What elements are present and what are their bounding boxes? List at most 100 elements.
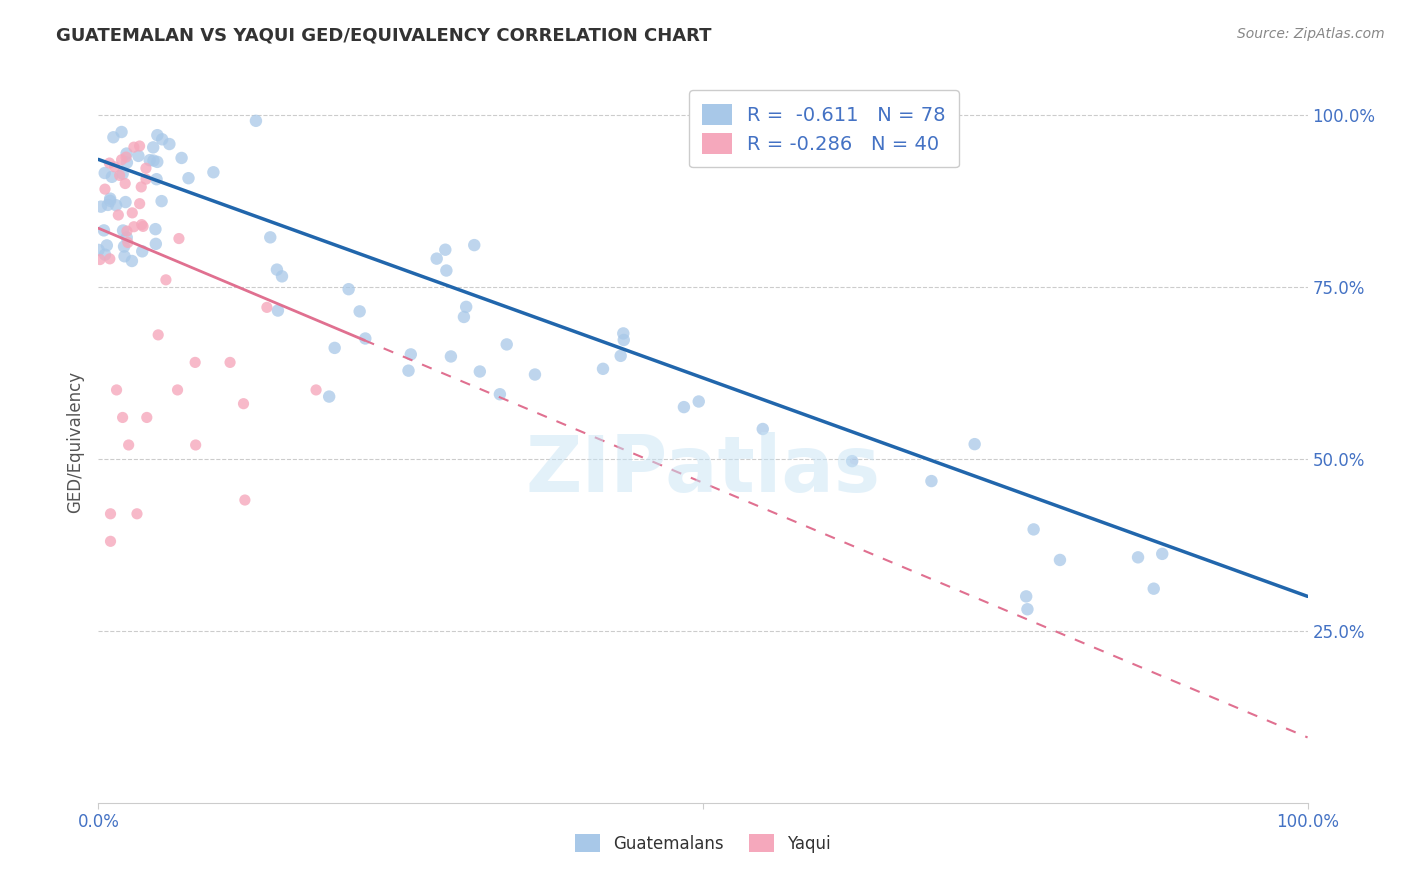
- Point: [98, 194, 121, 208]
- Point: [259, 230, 281, 244]
- Point: [453, 310, 475, 324]
- Point: [122, 140, 145, 154]
- Point: [920, 474, 942, 488]
- Point: [323, 341, 346, 355]
- Point: [105, 383, 128, 397]
- Point: [142, 153, 165, 168]
- Point: [1015, 590, 1038, 604]
- Point: [688, 394, 710, 409]
- Point: [115, 230, 138, 244]
- Point: [609, 349, 631, 363]
- Point: [354, 331, 377, 345]
- Point: [1017, 602, 1039, 616]
- Text: Source: ZipAtlas.com: Source: ZipAtlas.com: [1237, 27, 1385, 41]
- Point: [202, 165, 225, 179]
- Point: [219, 355, 242, 369]
- Point: [495, 337, 517, 351]
- Point: [489, 387, 512, 401]
- Point: [170, 151, 193, 165]
- Point: [177, 171, 200, 186]
- Point: [463, 238, 485, 252]
- Point: [167, 231, 190, 245]
- Point: [96, 238, 118, 252]
- Point: [135, 172, 157, 186]
- Point: [318, 390, 340, 404]
- Point: [98, 192, 121, 206]
- Point: [112, 239, 135, 253]
- Point: [93, 223, 115, 237]
- Text: ZIPatlas: ZIPatlas: [526, 433, 880, 508]
- Point: [1126, 550, 1149, 565]
- Point: [128, 139, 150, 153]
- Point: [398, 364, 420, 378]
- Y-axis label: GED/Equivalency: GED/Equivalency: [66, 370, 84, 513]
- Point: [114, 249, 136, 263]
- Point: [115, 150, 138, 164]
- Point: [305, 383, 328, 397]
- Point: [841, 454, 863, 468]
- Point: [1022, 522, 1045, 536]
- Point: [1143, 582, 1166, 596]
- Point: [135, 410, 157, 425]
- Point: [132, 219, 155, 234]
- Point: [166, 383, 188, 397]
- Point: [349, 304, 371, 318]
- Point: [267, 303, 290, 318]
- Point: [114, 195, 136, 210]
- Point: [110, 125, 132, 139]
- Point: [963, 437, 986, 451]
- Point: [271, 269, 294, 284]
- Point: [523, 368, 546, 382]
- Point: [87, 243, 110, 257]
- Point: [612, 326, 634, 341]
- Point: [434, 243, 457, 257]
- Point: [125, 507, 148, 521]
- Point: [110, 153, 132, 167]
- Point: [1049, 553, 1071, 567]
- Point: [128, 196, 150, 211]
- Point: [1152, 547, 1174, 561]
- Point: [266, 262, 288, 277]
- Point: [399, 347, 422, 361]
- Point: [233, 493, 256, 508]
- Point: [440, 350, 463, 364]
- Point: [94, 182, 117, 196]
- Point: [127, 149, 149, 163]
- Point: [145, 222, 167, 236]
- Point: [672, 400, 695, 414]
- Point: [100, 507, 122, 521]
- Point: [121, 254, 143, 268]
- Point: [145, 236, 167, 251]
- Point: [115, 224, 138, 238]
- Point: [115, 155, 138, 169]
- Point: [148, 327, 170, 342]
- Point: [105, 198, 128, 212]
- Point: [138, 153, 160, 168]
- Point: [101, 169, 124, 184]
- Point: [468, 364, 491, 378]
- Point: [613, 333, 636, 347]
- Point: [90, 200, 112, 214]
- Point: [232, 397, 254, 411]
- Point: [121, 206, 143, 220]
- Point: [150, 132, 173, 146]
- Point: [115, 146, 138, 161]
- Point: [97, 198, 120, 212]
- Point: [98, 156, 121, 170]
- Point: [98, 252, 121, 266]
- Point: [94, 247, 117, 261]
- Legend: Guatemalans, Yaqui: Guatemalans, Yaqui: [568, 828, 838, 860]
- Point: [108, 169, 131, 183]
- Point: [145, 172, 167, 186]
- Text: GUATEMALAN VS YAQUI GED/EQUIVALENCY CORRELATION CHART: GUATEMALAN VS YAQUI GED/EQUIVALENCY CORR…: [56, 27, 711, 45]
- Point: [434, 263, 457, 277]
- Point: [100, 534, 122, 549]
- Point: [245, 113, 267, 128]
- Point: [111, 167, 134, 181]
- Point: [146, 154, 169, 169]
- Point: [752, 422, 775, 436]
- Point: [256, 301, 278, 315]
- Point: [131, 218, 153, 232]
- Point: [184, 355, 207, 369]
- Point: [456, 300, 478, 314]
